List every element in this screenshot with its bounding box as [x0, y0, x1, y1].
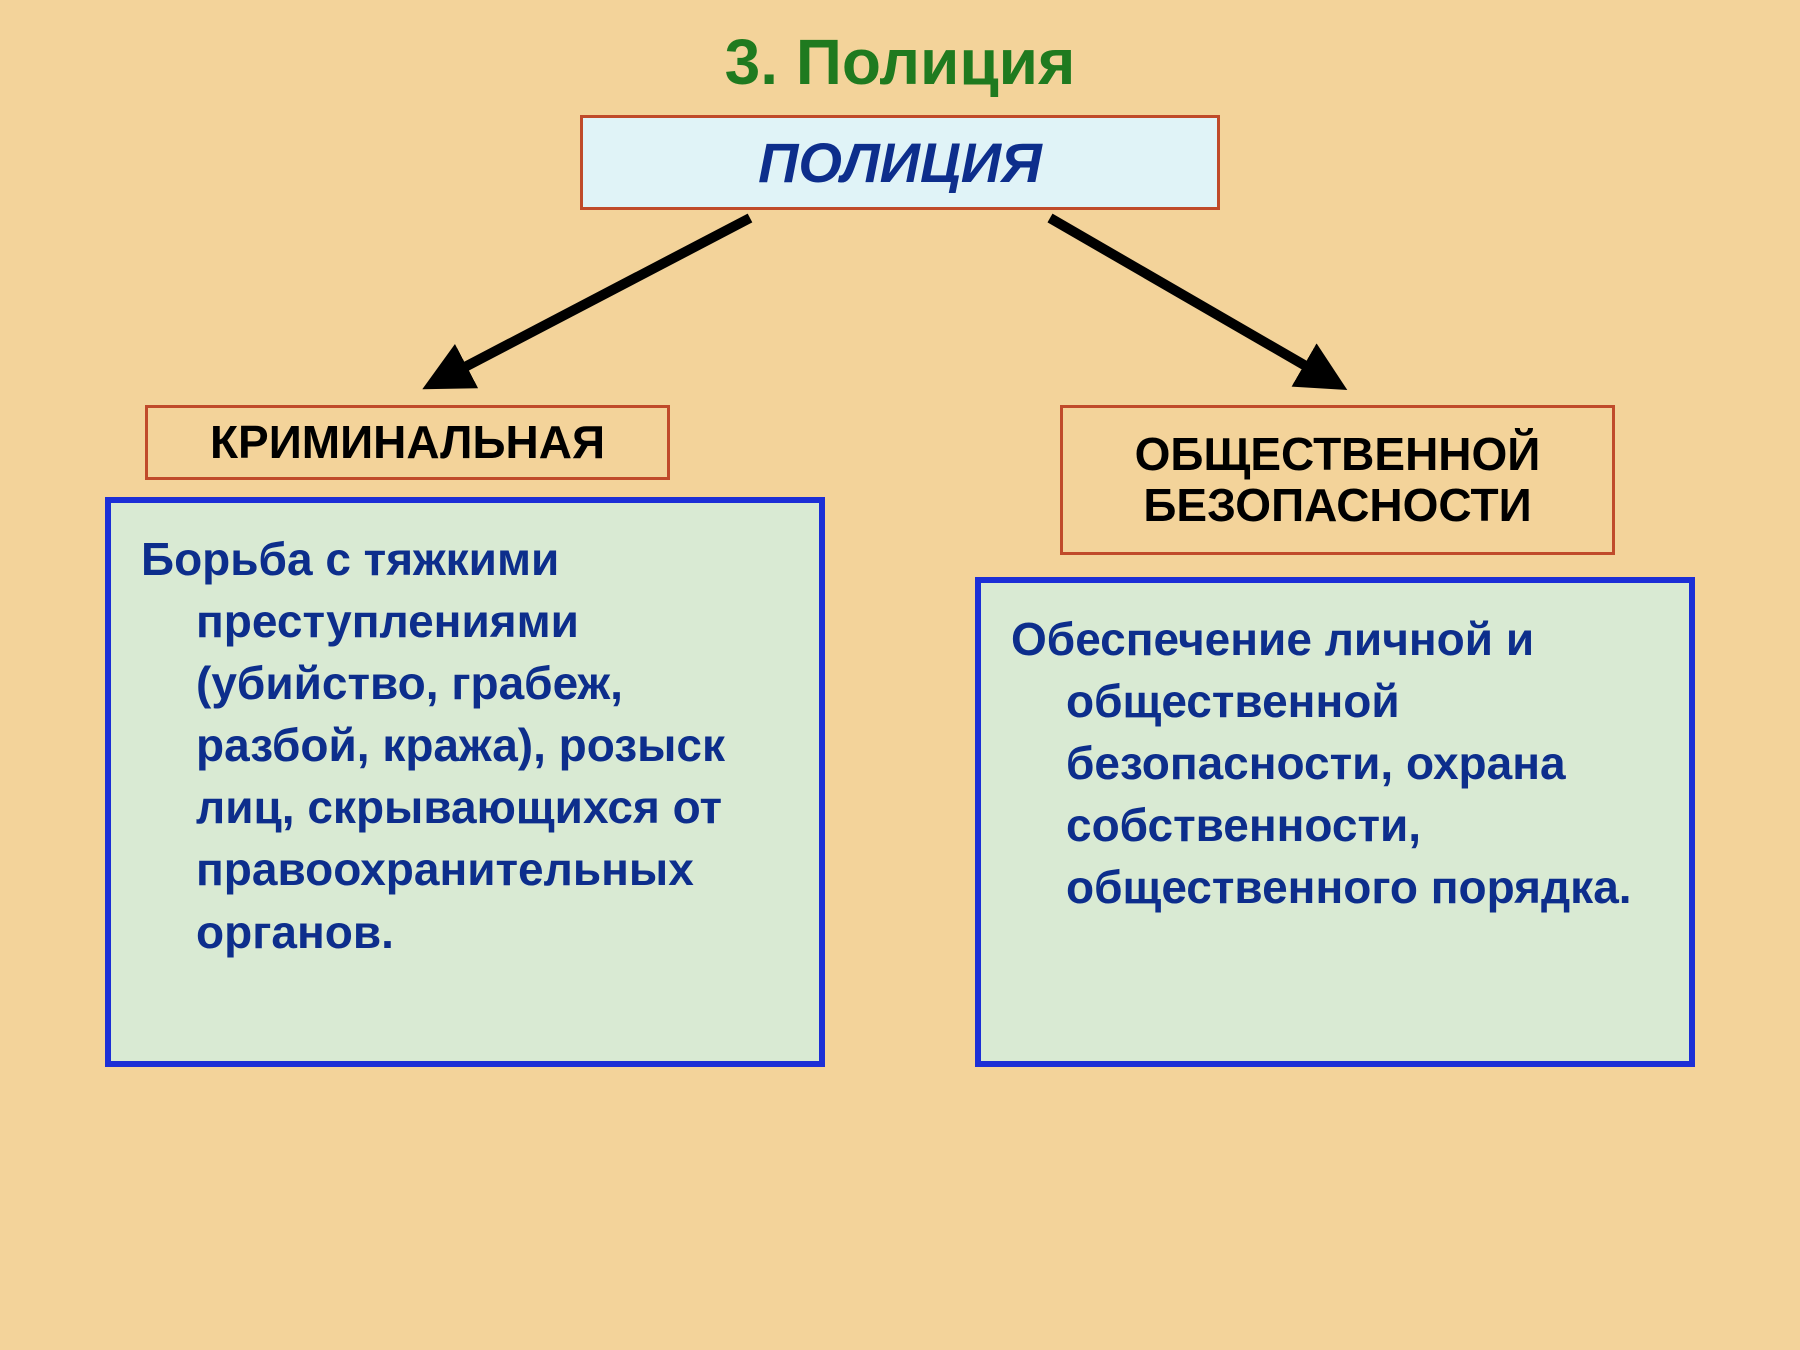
branch-label-right: ОБЩЕСТВЕННОЙ БЕЗОПАСНОСТИ: [1060, 405, 1615, 555]
branch-label-left: КРИМИНАЛЬНАЯ: [145, 405, 670, 480]
root-box: ПОЛИЦИЯ: [580, 115, 1220, 210]
branch-desc-left-text: Борьба с тяжкими преступлениями (убийств…: [141, 528, 789, 963]
slide-title: 3. Полиция: [725, 25, 1076, 99]
branch-desc-right: Обеспечение личной и общественной безопа…: [975, 577, 1695, 1067]
branch-desc-left: Борьба с тяжкими преступлениями (убийств…: [105, 497, 825, 1067]
arrow-right: [1050, 218, 1330, 380]
branch-label-left-text: КРИМИНАЛЬНАЯ: [210, 417, 605, 468]
branch-desc-right-text: Обеспечение личной и общественной безопа…: [1011, 608, 1659, 918]
arrow-left: [440, 218, 750, 380]
root-box-label: ПОЛИЦИЯ: [758, 130, 1042, 195]
arrows-svg: [0, 210, 1800, 420]
branch-label-right-text: ОБЩЕСТВЕННОЙ БЕЗОПАСНОСТИ: [1083, 429, 1592, 530]
